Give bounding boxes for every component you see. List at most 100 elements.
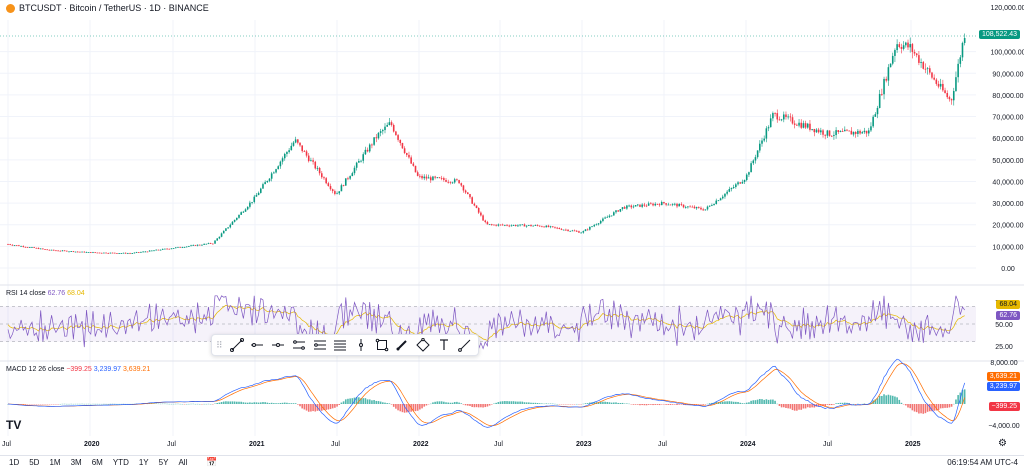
candle bbox=[835, 130, 837, 135]
macd-histogram-bar bbox=[262, 402, 264, 404]
macd-histogram-bar bbox=[271, 403, 273, 404]
parallel-channel-icon[interactable] bbox=[290, 336, 309, 354]
candle bbox=[691, 207, 693, 208]
candle bbox=[199, 245, 201, 246]
macd-histogram-bar bbox=[476, 404, 478, 407]
macd-histogram-bar bbox=[831, 404, 833, 405]
macd-histogram-bar bbox=[419, 404, 421, 409]
vertical-line-icon[interactable] bbox=[352, 336, 371, 354]
settings-gear-icon[interactable]: ⚙ bbox=[998, 438, 1007, 449]
macd-histogram-bar bbox=[626, 403, 628, 404]
candle bbox=[295, 139, 297, 142]
ray-icon[interactable] bbox=[248, 336, 267, 354]
candle bbox=[53, 250, 55, 251]
candle bbox=[166, 249, 168, 250]
candle bbox=[253, 197, 255, 202]
candle bbox=[286, 152, 288, 154]
range-1y[interactable]: 1Y bbox=[134, 458, 154, 467]
rectangle-icon[interactable] bbox=[372, 336, 391, 354]
path-icon[interactable] bbox=[414, 336, 433, 354]
macd-histogram-bar bbox=[539, 403, 541, 404]
candle bbox=[524, 224, 526, 226]
macd-signal-line bbox=[8, 364, 965, 426]
macd-histogram-bar bbox=[702, 404, 704, 405]
macd-histogram-bar bbox=[890, 395, 892, 404]
candle bbox=[64, 250, 66, 251]
candle bbox=[441, 178, 443, 179]
macd-histogram-bar bbox=[232, 401, 234, 404]
tradingview-logo-icon[interactable]: TV bbox=[6, 418, 21, 432]
macd-histogram-bar bbox=[672, 404, 674, 405]
candle bbox=[323, 177, 325, 178]
x-axis-label: Jul bbox=[167, 441, 176, 448]
range-6m[interactable]: 6M bbox=[87, 458, 108, 467]
candle bbox=[602, 219, 604, 221]
candle bbox=[539, 226, 541, 227]
range-1m[interactable]: 1M bbox=[44, 458, 65, 467]
macd-legend[interactable]: MACD 12 26 close −399.25 3,239.97 3,639.… bbox=[6, 366, 150, 373]
macd-histogram-bar bbox=[737, 402, 739, 404]
candle bbox=[221, 233, 223, 236]
macd-histogram-bar bbox=[482, 404, 484, 407]
macd-histogram-bar bbox=[338, 404, 340, 405]
candle bbox=[940, 84, 942, 87]
macd-histogram-bar bbox=[251, 403, 253, 404]
calendar-icon[interactable]: 📅 bbox=[206, 457, 217, 468]
candle bbox=[929, 68, 931, 72]
candle bbox=[29, 247, 31, 248]
macd-histogram-bar bbox=[938, 404, 940, 410]
candle bbox=[898, 44, 900, 47]
range-1d[interactable]: 1D bbox=[4, 458, 24, 467]
candle bbox=[378, 133, 380, 138]
range-all[interactable]: All bbox=[173, 458, 192, 467]
candle bbox=[460, 183, 462, 185]
range-5y[interactable]: 5Y bbox=[154, 458, 174, 467]
candle bbox=[203, 244, 205, 245]
range-3m[interactable]: 3M bbox=[66, 458, 87, 467]
candle bbox=[794, 123, 796, 124]
macd-histogram-bar bbox=[498, 402, 500, 404]
candle bbox=[576, 231, 578, 232]
candle bbox=[589, 227, 591, 230]
macd-histogram-bar bbox=[225, 401, 227, 404]
candle bbox=[432, 177, 434, 181]
regression-channel-icon[interactable] bbox=[310, 336, 329, 354]
macd-histogram-bar bbox=[746, 403, 748, 404]
macd-histogram-bar bbox=[417, 404, 419, 411]
macd-histogram-bar bbox=[896, 397, 898, 404]
candle bbox=[358, 161, 360, 163]
candle bbox=[450, 182, 452, 183]
candle bbox=[957, 64, 959, 77]
drag-handle-icon[interactable]: ⠿ bbox=[216, 340, 225, 351]
macd-histogram-bar bbox=[942, 404, 944, 408]
rsi-legend[interactable]: RSI 14 close 62.76 68.04 bbox=[6, 290, 85, 297]
candle bbox=[620, 209, 622, 212]
macd-histogram-bar bbox=[916, 404, 918, 412]
brush-icon[interactable] bbox=[393, 336, 412, 354]
macd-histogram-bar bbox=[844, 403, 846, 404]
candle bbox=[44, 249, 46, 250]
horizontal-ray-icon[interactable] bbox=[269, 336, 288, 354]
candle bbox=[197, 245, 199, 246]
macd-histogram-bar bbox=[763, 400, 765, 404]
range-5d[interactable]: 5D bbox=[24, 458, 44, 467]
candle bbox=[903, 45, 905, 49]
macd-histogram-bar bbox=[654, 404, 656, 405]
macd-histogram-bar bbox=[925, 404, 927, 413]
candle bbox=[382, 130, 384, 131]
macd-histogram-bar bbox=[395, 404, 397, 409]
drawing-toolbar[interactable]: ⠿ bbox=[211, 334, 479, 356]
flat-top-icon[interactable] bbox=[331, 336, 350, 354]
macd-histogram-bar bbox=[739, 403, 741, 404]
chart-canvas[interactable]: 120,000.00100,000.0090,000.0080,000.0070… bbox=[0, 0, 1024, 455]
trend-line-icon[interactable] bbox=[227, 336, 246, 354]
candle bbox=[138, 252, 140, 253]
range-ytd[interactable]: YTD bbox=[108, 458, 134, 467]
candle bbox=[583, 231, 585, 233]
candle bbox=[816, 130, 818, 133]
macd-histogram-bar bbox=[399, 404, 401, 411]
macd-histogram-bar bbox=[790, 404, 792, 409]
candle bbox=[160, 250, 162, 251]
text-icon[interactable] bbox=[435, 336, 454, 354]
measure-icon[interactable] bbox=[455, 336, 474, 354]
